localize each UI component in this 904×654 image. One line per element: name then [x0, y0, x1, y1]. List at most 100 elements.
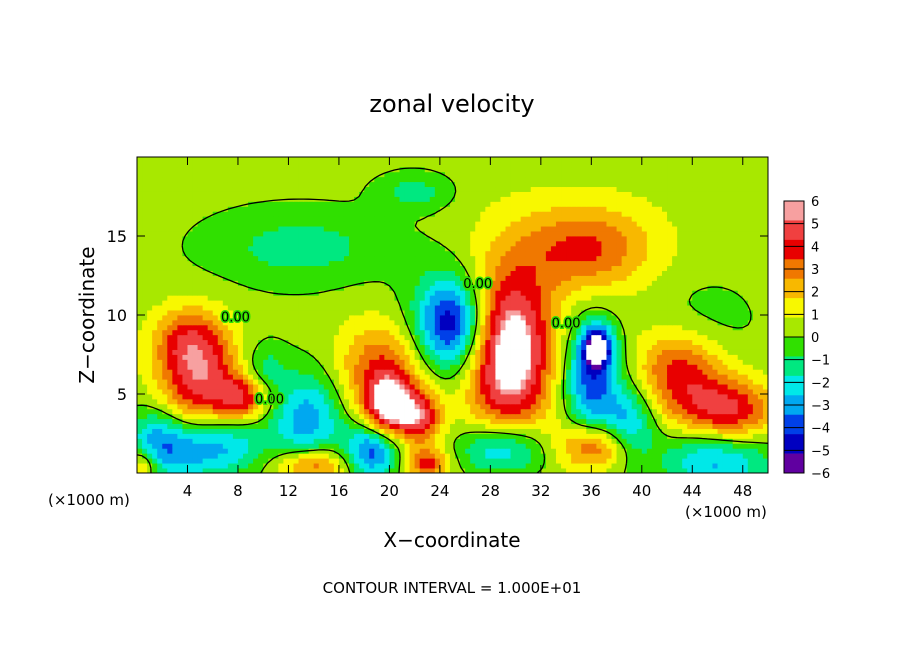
heat-cell — [737, 408, 744, 415]
heat-cell — [525, 463, 532, 469]
heat-cell — [692, 413, 698, 420]
heat-cell — [661, 344, 668, 350]
heat-cell — [661, 290, 668, 296]
heat-cell — [328, 458, 335, 464]
heat-cell — [359, 354, 365, 360]
heat-cell — [717, 448, 723, 454]
heat-cell — [732, 339, 739, 346]
heat-cell — [500, 458, 506, 464]
heat-cell — [626, 329, 633, 336]
heat-cell — [470, 468, 476, 473]
heat-cell — [737, 398, 744, 405]
heat-cell — [258, 359, 264, 365]
heat-cell — [444, 364, 451, 370]
heat-cell — [682, 324, 688, 331]
heat-cell — [611, 443, 617, 449]
heat-cell — [611, 384, 617, 390]
heat-cell — [298, 433, 304, 439]
heat-cell — [217, 315, 224, 321]
heat-cell — [475, 374, 481, 380]
heat-cell — [677, 349, 683, 355]
heat-cell — [268, 285, 274, 291]
heat-cell — [460, 398, 466, 405]
heat-cell — [747, 374, 754, 380]
heat-cell — [757, 398, 764, 405]
heat-cell — [762, 374, 768, 380]
heat-cell — [384, 324, 390, 331]
heat-cell — [298, 339, 304, 346]
heat-cell — [707, 394, 713, 400]
heat-cell — [338, 379, 345, 385]
heat-cell — [555, 403, 562, 410]
heat-cell — [747, 468, 754, 473]
heat-cell — [237, 413, 244, 420]
heat-cell — [465, 438, 471, 444]
heat-cell — [661, 354, 668, 360]
heat-cell — [672, 433, 678, 439]
heat-cell — [237, 300, 244, 306]
heat-cell — [419, 359, 426, 365]
heat-cell — [232, 463, 239, 469]
heat-cell — [520, 428, 527, 434]
heat-cell — [616, 319, 623, 326]
heat-cell — [535, 354, 542, 360]
heat-cell — [243, 389, 249, 395]
heat-cell — [651, 423, 658, 429]
heat-cell — [505, 315, 511, 321]
heat-cell — [258, 305, 264, 311]
heat-cell — [490, 463, 496, 469]
heat-cell — [172, 423, 178, 429]
heat-cell — [328, 438, 335, 444]
heat-cell — [692, 398, 698, 405]
heat-cell — [349, 379, 355, 385]
heat-cell — [369, 433, 375, 439]
heat-cell — [283, 300, 289, 306]
heat-cell — [566, 280, 572, 286]
heat-cell — [364, 433, 370, 439]
heat-cell — [313, 453, 320, 459]
heat-cell — [172, 379, 178, 385]
heat-cell — [308, 334, 315, 341]
heat-cell — [394, 468, 400, 473]
heat-cell — [172, 433, 178, 439]
heat-cell — [636, 394, 643, 400]
heat-cell — [490, 290, 496, 296]
heat-cell — [318, 403, 325, 410]
heat-cell — [147, 389, 153, 395]
heat-cell — [212, 428, 219, 434]
heat-cell — [404, 458, 410, 464]
heat-cell — [636, 275, 643, 281]
heat-cell — [137, 364, 143, 370]
heat-cell — [354, 315, 360, 321]
heat-cell — [626, 369, 633, 375]
heat-cell — [167, 369, 173, 375]
heat-cell — [384, 389, 390, 395]
heat-cell — [697, 468, 703, 473]
heat-cell — [374, 334, 380, 341]
heat-cell — [712, 403, 718, 410]
heat-cell — [288, 418, 294, 425]
heat-cell — [202, 300, 209, 306]
heat-cell — [278, 418, 284, 425]
heat-cell — [661, 394, 668, 400]
heat-cell — [545, 349, 552, 355]
heat-cell — [253, 334, 259, 341]
heat-cell — [258, 349, 264, 355]
heat-cell — [762, 324, 768, 331]
heat-cell — [752, 280, 759, 286]
heat-cell — [142, 458, 148, 464]
heat-cell — [399, 334, 405, 341]
heat-cell — [177, 468, 183, 473]
heat-cell — [419, 315, 426, 321]
heat-cell — [369, 408, 375, 415]
heat-cell — [596, 398, 602, 405]
heat-cell — [621, 310, 628, 316]
heat-cell — [707, 413, 713, 420]
heat-cell — [152, 310, 158, 316]
heat-cell — [480, 428, 486, 434]
heat-cell — [308, 408, 315, 415]
heat-cell — [535, 453, 542, 459]
heat-cell — [631, 428, 638, 434]
heat-cell — [399, 379, 405, 385]
heat-cell — [384, 463, 390, 469]
